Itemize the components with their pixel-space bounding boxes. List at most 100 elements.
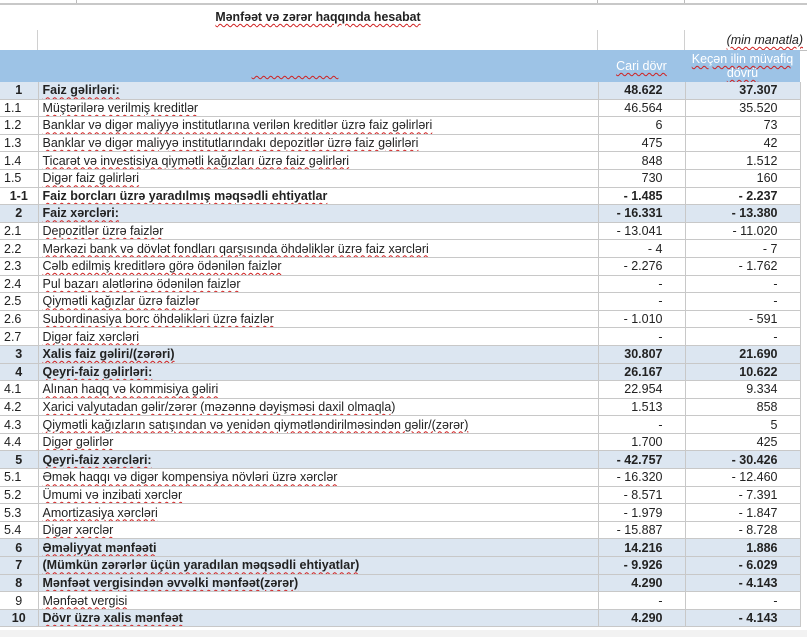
row-number[interactable]: 2.3 xyxy=(0,257,39,276)
header-label-empty[interactable] xyxy=(230,62,360,76)
current-period-value[interactable]: 14.216 xyxy=(598,538,686,558)
previous-period-value[interactable]: - xyxy=(685,292,801,311)
row-number[interactable]: 4.3 xyxy=(0,415,39,434)
previous-period-value[interactable]: - xyxy=(685,275,801,294)
current-period-value[interactable]: 1.700 xyxy=(598,433,686,452)
row-number[interactable]: 6 xyxy=(0,538,39,558)
previous-period-value[interactable]: 73 xyxy=(685,116,801,135)
previous-period-value[interactable]: - 13.380 xyxy=(685,204,801,223)
previous-period-value[interactable]: 21.690 xyxy=(685,345,801,364)
row-label[interactable]: Ticarət və investisiya qiymətli kağızlar… xyxy=(38,151,599,170)
previous-period-value[interactable]: 1.512 xyxy=(685,151,801,170)
previous-period-value[interactable]: - 4.143 xyxy=(685,609,801,628)
row-label[interactable]: Faiz gəlirləri: xyxy=(38,82,599,100)
current-period-value[interactable]: - 9.926 xyxy=(598,556,686,575)
row-number[interactable]: 5.1 xyxy=(0,468,39,487)
current-period-value[interactable]: 4.290 xyxy=(598,574,686,593)
previous-period-value[interactable]: - 8.728 xyxy=(685,521,801,540)
previous-period-value[interactable]: 425 xyxy=(685,433,801,452)
row-number[interactable]: 2 xyxy=(0,204,39,223)
current-period-value[interactable]: 26.167 xyxy=(598,363,686,382)
row-label[interactable]: Qeyri-faiz gəlirləri: xyxy=(38,363,599,382)
current-period-value[interactable]: - 4 xyxy=(598,239,686,258)
previous-period-value[interactable]: - 11.020 xyxy=(685,222,801,241)
previous-period-value[interactable]: - 4.143 xyxy=(685,574,801,593)
row-label[interactable]: Mənfəət vergisindən əvvəlki mənfəət(zərə… xyxy=(38,574,599,593)
previous-period-value[interactable]: - 30.426 xyxy=(685,450,801,470)
row-label[interactable]: Ümumi və inzibati xərclər xyxy=(38,486,599,505)
row-label[interactable]: Banklar və digər maliyyə institutlarına … xyxy=(38,116,599,135)
row-label[interactable]: Əmək haqqı və digər kompensiya növləri ü… xyxy=(38,468,599,487)
current-period-value[interactable]: 4.290 xyxy=(598,609,686,628)
row-label[interactable]: Qiymətli kağızların satışından və yenidə… xyxy=(38,415,599,434)
current-period-value[interactable]: - 8.571 xyxy=(598,486,686,505)
current-period-value[interactable]: - xyxy=(598,415,686,434)
previous-period-value[interactable]: 858 xyxy=(685,398,801,417)
previous-period-value[interactable]: - 6.029 xyxy=(685,556,801,575)
row-number[interactable]: 1.4 xyxy=(0,151,39,170)
row-number[interactable]: 1.1 xyxy=(0,99,39,118)
row-number[interactable]: 5.2 xyxy=(0,486,39,505)
row-label[interactable]: Alınan haqq və kommisiya gəliri xyxy=(38,380,599,399)
row-label[interactable]: Digər gəlirlər xyxy=(38,433,599,452)
row-number[interactable]: 2.5 xyxy=(0,292,39,311)
current-period-value[interactable]: 30.807 xyxy=(598,345,686,364)
row-label[interactable]: Digər faiz xərcləri xyxy=(38,327,599,346)
row-label[interactable]: Digər xərclər xyxy=(38,521,599,540)
current-period-value[interactable]: 6 xyxy=(598,116,686,135)
previous-period-value[interactable]: - xyxy=(685,591,801,610)
current-period-value[interactable]: 22.954 xyxy=(598,380,686,399)
row-number[interactable]: 1.3 xyxy=(0,134,39,153)
current-period-value[interactable]: - 1.010 xyxy=(598,310,686,329)
row-number[interactable]: 1.2 xyxy=(0,116,39,135)
previous-period-value[interactable]: 5 xyxy=(685,415,801,434)
row-label[interactable]: Subordinasiya borc öhdəlikləri üzrə faiz… xyxy=(38,310,599,329)
row-number[interactable]: 4.4 xyxy=(0,433,39,452)
row-number[interactable]: 2.7 xyxy=(0,327,39,346)
current-period-value[interactable]: - 1.979 xyxy=(598,503,686,522)
header-previous-period[interactable]: Keçən ilin müvafiq dövrü xyxy=(685,52,800,80)
current-period-value[interactable]: - 15.887 xyxy=(598,521,686,540)
previous-period-value[interactable]: 10.622 xyxy=(685,363,801,382)
row-number[interactable]: 1 xyxy=(0,82,39,100)
row-label[interactable]: Mənfəət vergisi xyxy=(38,591,599,610)
current-period-value[interactable]: - xyxy=(598,327,686,346)
previous-period-value[interactable]: 160 xyxy=(685,169,801,188)
current-period-value[interactable]: - 42.757 xyxy=(598,450,686,470)
current-period-value[interactable]: - xyxy=(598,292,686,311)
previous-period-value[interactable]: - xyxy=(685,327,801,346)
current-period-value[interactable]: 46.564 xyxy=(598,99,686,118)
row-number[interactable]: 5 xyxy=(0,450,39,470)
header-current-period[interactable]: Cari dövr xyxy=(598,59,685,73)
row-number[interactable]: 2.1 xyxy=(0,222,39,241)
previous-period-value[interactable]: - 591 xyxy=(685,310,801,329)
row-label[interactable]: Digər faiz gəlirləri xyxy=(38,169,599,188)
row-label[interactable]: Cəlb edilmiş kreditlərə görə ödənilən fa… xyxy=(38,257,599,276)
current-period-value[interactable]: 730 xyxy=(598,169,686,188)
current-period-value[interactable]: - 13.041 xyxy=(598,222,686,241)
row-number[interactable]: 4 xyxy=(0,363,39,382)
previous-period-value[interactable]: - 7.391 xyxy=(685,486,801,505)
current-period-value[interactable]: 1.513 xyxy=(598,398,686,417)
row-label[interactable]: Əməliyyat mənfəəti xyxy=(38,538,599,558)
current-period-value[interactable]: - 2.276 xyxy=(598,257,686,276)
report-title[interactable]: Mənfəət və zərər haqqında hesabat xyxy=(52,4,584,30)
row-number[interactable]: 2.2 xyxy=(0,239,39,258)
previous-period-value[interactable]: 1.886 xyxy=(685,538,801,558)
row-number[interactable]: 4.2 xyxy=(0,398,39,417)
previous-period-value[interactable]: 9.334 xyxy=(685,380,801,399)
row-label[interactable]: (Mümkün zərərlər üçün yaradılan məqsədli… xyxy=(38,556,599,575)
row-label[interactable]: Faiz borcları üzrə yaradılmış məqsədli e… xyxy=(38,187,599,206)
previous-period-value[interactable]: - 1.847 xyxy=(685,503,801,522)
row-number[interactable]: 1-1 xyxy=(0,187,39,206)
row-label[interactable]: Dövr üzrə xalis mənfəət xyxy=(38,609,599,628)
previous-period-value[interactable]: - 7 xyxy=(685,239,801,258)
previous-period-value[interactable]: - 12.460 xyxy=(685,468,801,487)
row-label[interactable]: Faiz xərcləri: xyxy=(38,204,599,223)
row-label[interactable]: Müştərilərə verilmiş kreditlər xyxy=(38,99,599,118)
previous-period-value[interactable]: - 2.237 xyxy=(685,187,801,206)
row-label[interactable]: Amortizasiya xərcləri xyxy=(38,503,599,522)
row-number[interactable]: 5.3 xyxy=(0,503,39,522)
current-period-value[interactable]: - 1.485 xyxy=(598,187,686,206)
row-number[interactable]: 4.1 xyxy=(0,380,39,399)
